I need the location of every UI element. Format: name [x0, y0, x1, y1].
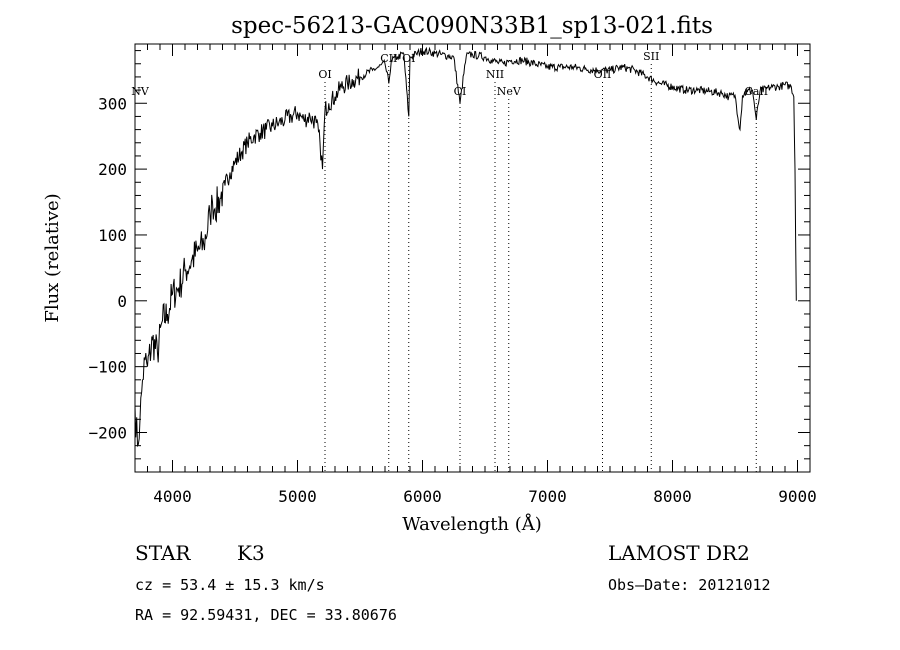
- subclass-label: K3: [237, 541, 265, 565]
- line-marker-label: CI: [454, 85, 467, 98]
- line-marker-label: NV: [131, 85, 150, 98]
- line-marker-label: CII: [380, 52, 397, 65]
- line-marker-label: NeV: [497, 85, 522, 98]
- line-marker-label: SII: [643, 50, 659, 63]
- x-axis-label: Wavelength (Å): [402, 513, 542, 535]
- survey-label: LAMOST DR2: [608, 541, 750, 565]
- y-axis-label: Flux (relative): [42, 193, 63, 322]
- y-tick-label: −200: [88, 423, 127, 442]
- chart-title: spec-56213-GAC090N33B1_sp13-021.fits: [231, 13, 713, 39]
- y-tick-label: 200: [98, 160, 127, 179]
- line-marker-label: OI: [318, 68, 331, 81]
- y-tick-label: 300: [98, 94, 127, 113]
- minor-ticks: [134, 44, 811, 473]
- y-tick-labels: −200 −100 0 100 200 300: [88, 94, 127, 442]
- x-tick-label: 6000: [403, 487, 442, 506]
- x-tick-label: 5000: [278, 487, 317, 506]
- obs-date-text: Obs–Date: 20121012: [608, 576, 771, 594]
- y-tick-label: 100: [98, 226, 127, 245]
- spectrum-line: [134, 46, 797, 448]
- x-tick-label: 9000: [778, 487, 817, 506]
- x-tick-labels: 4000 5000 6000 7000 8000 9000: [153, 487, 817, 506]
- line-marker-label: OI: [402, 52, 415, 65]
- y-tick-label: −100: [88, 358, 127, 377]
- redshift-text: cz = 53.4 ± 15.3 km/s: [135, 576, 325, 594]
- class-label: STAR: [135, 541, 191, 565]
- x-tick-label: 7000: [528, 487, 567, 506]
- x-tick-label: 4000: [153, 487, 192, 506]
- line-marker-label: NII: [486, 68, 504, 81]
- y-tick-label: 0: [117, 292, 127, 311]
- coordinates-text: RA = 92.59431, DEC = 33.80676: [135, 606, 397, 624]
- major-ticks: [135, 44, 810, 472]
- plot-frame: [134, 43, 811, 473]
- x-tick-label: 8000: [653, 487, 692, 506]
